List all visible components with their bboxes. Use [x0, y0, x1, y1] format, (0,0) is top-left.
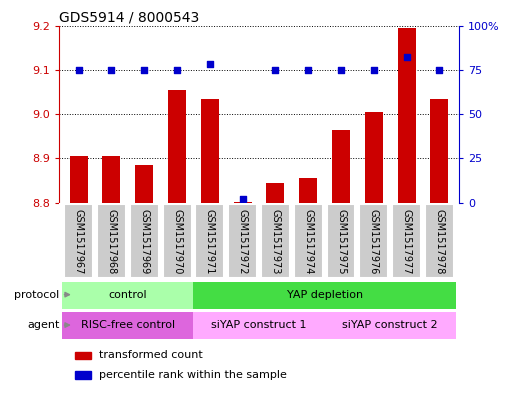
Text: GSM1517972: GSM1517972	[238, 209, 248, 274]
Bar	[62, 281, 193, 309]
Bar	[168, 90, 186, 202]
Point	[271, 67, 280, 73]
Text: YAP depletion: YAP depletion	[287, 290, 363, 299]
Text: control: control	[109, 290, 147, 299]
Point	[107, 67, 115, 73]
Bar	[193, 312, 325, 340]
Bar	[97, 204, 126, 279]
Point	[370, 67, 378, 73]
Point	[304, 67, 312, 73]
Point	[337, 67, 345, 73]
Point	[74, 67, 83, 73]
Text: GSM1517977: GSM1517977	[402, 209, 411, 274]
Bar	[75, 371, 91, 378]
Point	[436, 67, 444, 73]
Bar	[398, 28, 416, 202]
Bar	[430, 99, 448, 202]
Text: GSM1517969: GSM1517969	[139, 209, 149, 274]
Text: GSM1517978: GSM1517978	[435, 209, 444, 274]
Text: GSM1517968: GSM1517968	[107, 209, 116, 274]
Text: GSM1517971: GSM1517971	[205, 209, 215, 274]
Text: GSM1517976: GSM1517976	[369, 209, 379, 274]
Text: GSM1517973: GSM1517973	[270, 209, 281, 274]
Text: GDS5914 / 8000543: GDS5914 / 8000543	[59, 10, 199, 24]
Point	[206, 61, 214, 68]
Bar	[75, 351, 91, 360]
Bar	[299, 178, 317, 202]
Point	[140, 67, 148, 73]
Bar	[360, 204, 388, 279]
Point	[239, 196, 247, 202]
Bar	[261, 204, 290, 279]
Text: GSM1517975: GSM1517975	[336, 209, 346, 274]
Bar	[425, 204, 454, 279]
Text: GSM1517974: GSM1517974	[303, 209, 313, 274]
Bar	[70, 156, 88, 202]
Point	[403, 54, 411, 61]
Bar	[64, 204, 93, 279]
Bar	[365, 112, 383, 202]
Point	[173, 67, 181, 73]
Text: GSM1517970: GSM1517970	[172, 209, 182, 274]
Bar	[266, 183, 285, 202]
Text: agent: agent	[27, 320, 60, 330]
Text: siYAP construct 2: siYAP construct 2	[343, 320, 438, 330]
Text: siYAP construct 1: siYAP construct 1	[211, 320, 307, 330]
Bar	[228, 204, 257, 279]
Text: RISC-free control: RISC-free control	[81, 320, 175, 330]
Text: transformed count: transformed count	[99, 351, 203, 360]
Bar	[103, 156, 121, 202]
Text: protocol: protocol	[14, 290, 60, 299]
Bar	[201, 99, 219, 202]
Bar	[195, 204, 224, 279]
Bar	[327, 204, 356, 279]
Bar	[135, 165, 153, 202]
Bar	[62, 312, 193, 340]
Text: percentile rank within the sample: percentile rank within the sample	[99, 369, 287, 380]
Bar	[193, 281, 456, 309]
Bar	[130, 204, 159, 279]
Bar	[294, 204, 323, 279]
Bar	[392, 204, 421, 279]
Bar	[325, 312, 456, 340]
Text: GSM1517967: GSM1517967	[74, 209, 84, 274]
Bar	[163, 204, 191, 279]
Bar	[332, 130, 350, 202]
